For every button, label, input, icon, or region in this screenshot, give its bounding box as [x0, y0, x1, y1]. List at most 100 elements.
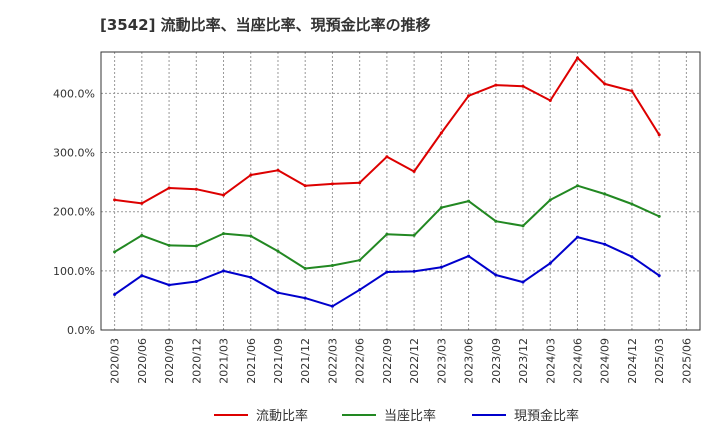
data-point	[276, 249, 280, 253]
data-point	[494, 273, 498, 277]
data-point	[385, 232, 389, 236]
data-point	[439, 131, 443, 135]
data-point	[385, 155, 389, 159]
data-point	[194, 280, 198, 283]
data-point	[385, 270, 389, 274]
data-point	[603, 192, 607, 196]
data-point	[494, 219, 498, 223]
x-tick-label: 2020/06	[136, 338, 149, 384]
x-tick-label: 2023/06	[463, 338, 476, 384]
data-point	[521, 84, 525, 88]
data-point	[113, 250, 117, 254]
x-tick-label: 2022/12	[408, 338, 421, 384]
data-point	[548, 198, 552, 202]
data-point	[576, 184, 579, 188]
data-point	[222, 193, 225, 197]
data-point	[521, 280, 525, 284]
x-axis-ticks: 2020/03 2020/06 2020/09 2020/12 2021/03 2021/…	[109, 338, 694, 384]
data-point	[276, 291, 280, 295]
data-point	[167, 186, 171, 190]
data-point	[657, 274, 661, 278]
chart-title: [3542] 流動比率、当座比率、現預金比率の推移	[100, 16, 431, 34]
data-point	[358, 258, 362, 262]
data-point	[412, 269, 416, 273]
data-point	[113, 293, 117, 296]
data-point	[494, 83, 498, 87]
data-point	[439, 206, 443, 210]
data-point	[140, 233, 144, 237]
data-point	[194, 187, 198, 191]
x-tick-label: 2020/03	[109, 338, 122, 384]
data-point	[140, 274, 144, 278]
y-tick-label: 400.0%	[53, 87, 95, 100]
data-point	[548, 99, 552, 102]
data-point	[194, 244, 198, 248]
data-point	[358, 288, 362, 292]
y-axis-ticks: 0.0% 100.0% 200.0% 300.0% 400.0%	[53, 87, 95, 337]
x-tick-label: 2020/09	[163, 338, 176, 384]
data-point	[657, 133, 661, 137]
x-tick-label: 2021/12	[299, 338, 312, 384]
data-point	[330, 304, 334, 308]
data-point	[412, 170, 416, 173]
series-layer	[113, 56, 661, 308]
legend-label: 当座比率	[384, 408, 436, 424]
data-point	[330, 182, 334, 186]
data-point	[657, 214, 661, 218]
data-point	[630, 202, 634, 206]
data-point	[222, 232, 225, 236]
x-tick-label: 2024/09	[599, 338, 612, 384]
data-point	[576, 56, 579, 60]
data-point	[303, 184, 307, 188]
x-tick-label: 2022/09	[381, 338, 394, 384]
legend: 流動比率 当座比率 現預金比率	[214, 408, 579, 424]
y-tick-label: 200.0%	[53, 206, 95, 219]
grid-layer	[101, 52, 700, 330]
y-tick-label: 300.0%	[53, 147, 95, 160]
data-point	[630, 255, 634, 259]
x-tick-label: 2022/03	[326, 338, 339, 384]
x-tick-label: 2023/09	[490, 338, 503, 384]
data-point	[412, 233, 416, 237]
legend-label: 現預金比率	[514, 408, 579, 424]
data-point	[167, 243, 171, 247]
data-point	[167, 283, 171, 287]
x-tick-label: 2025/06	[680, 338, 693, 384]
x-tick-label: 2021/06	[245, 338, 258, 384]
x-tick-label: 2024/06	[571, 338, 584, 384]
x-tick-label: 2022/06	[354, 338, 367, 384]
x-tick-label: 2024/03	[544, 338, 557, 384]
data-point	[113, 198, 117, 202]
x-tick-label: 2021/09	[272, 338, 285, 384]
x-tick-label: 2024/12	[626, 338, 639, 384]
data-point	[222, 269, 225, 273]
x-tick-label: 2023/12	[517, 338, 530, 384]
y-tick-label: 100.0%	[53, 265, 95, 278]
data-point	[249, 234, 253, 238]
data-point	[249, 275, 253, 279]
data-point	[303, 267, 307, 270]
data-point	[548, 261, 552, 265]
data-point	[303, 296, 307, 300]
data-point	[249, 173, 253, 177]
data-point	[358, 181, 362, 185]
data-point	[630, 89, 634, 93]
x-tick-label: 2025/03	[653, 338, 666, 384]
data-point	[467, 199, 471, 203]
data-point	[521, 224, 525, 228]
data-point	[439, 265, 443, 269]
data-point	[603, 242, 607, 246]
data-point	[603, 82, 607, 86]
x-tick-label: 2021/03	[218, 338, 231, 384]
data-point	[467, 94, 471, 98]
data-point	[140, 201, 144, 205]
x-tick-label: 2023/03	[435, 338, 448, 384]
data-point	[467, 254, 471, 258]
x-tick-label: 2020/12	[190, 338, 203, 384]
data-point	[576, 235, 579, 239]
data-point	[276, 168, 280, 172]
plot-frame	[100, 51, 701, 331]
y-tick-label: 0.0%	[67, 324, 95, 337]
legend-label: 流動比率	[256, 408, 308, 424]
